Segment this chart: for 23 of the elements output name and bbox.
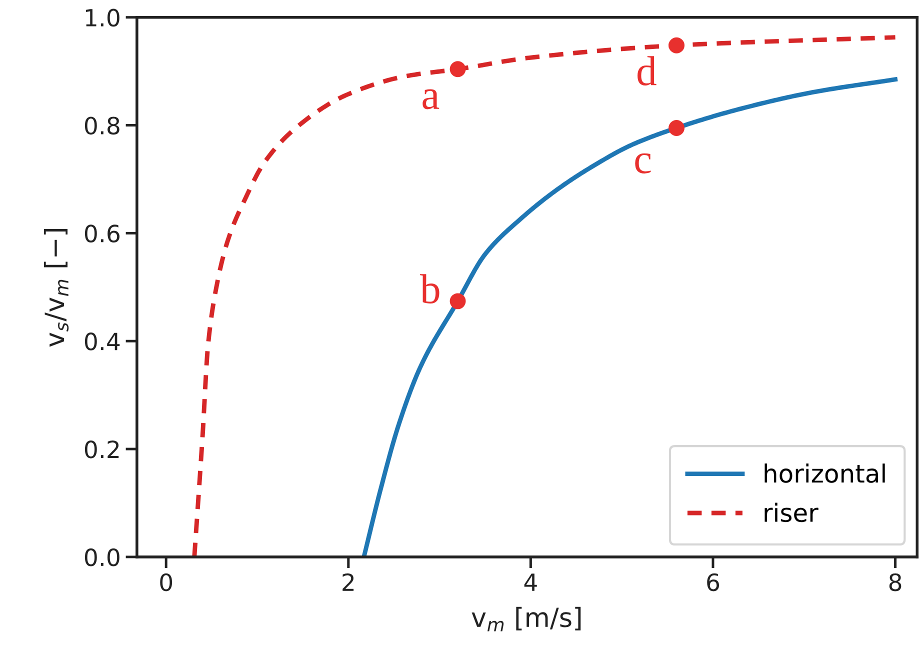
y-tick-label: 0.4: [84, 332, 120, 350]
data-label: d: [638, 56, 656, 86]
y-tick-label: 0.8: [84, 116, 120, 135]
point: [668, 120, 685, 136]
y-axis-title: v$_{s}$/v$_{m}$ [−]: [44, 229, 69, 347]
y-tick-label: 1.0: [86, 8, 120, 27]
x-tick-label: 6: [707, 573, 720, 592]
x-tick-label: 8: [889, 573, 902, 592]
x-axis-title: v$_{m}$ [m/s]: [472, 606, 581, 632]
data-label: c: [635, 153, 651, 174]
x-tick-label: 2: [342, 573, 354, 591]
point: [668, 37, 685, 54]
legend-label: horizontal: [764, 464, 885, 483]
y-tick-label: 0.0: [84, 548, 120, 566]
x-tick-label: 4: [524, 574, 537, 591]
y-tick-label: 0.2: [84, 440, 119, 458]
point: [450, 61, 466, 78]
x-tick-label: 0: [160, 573, 172, 592]
data-label: b: [420, 274, 440, 304]
point: [450, 293, 466, 310]
y-tick-label: 0.6: [84, 224, 120, 242]
legend-label: riser: [764, 502, 818, 522]
data-label: a: [422, 89, 440, 110]
